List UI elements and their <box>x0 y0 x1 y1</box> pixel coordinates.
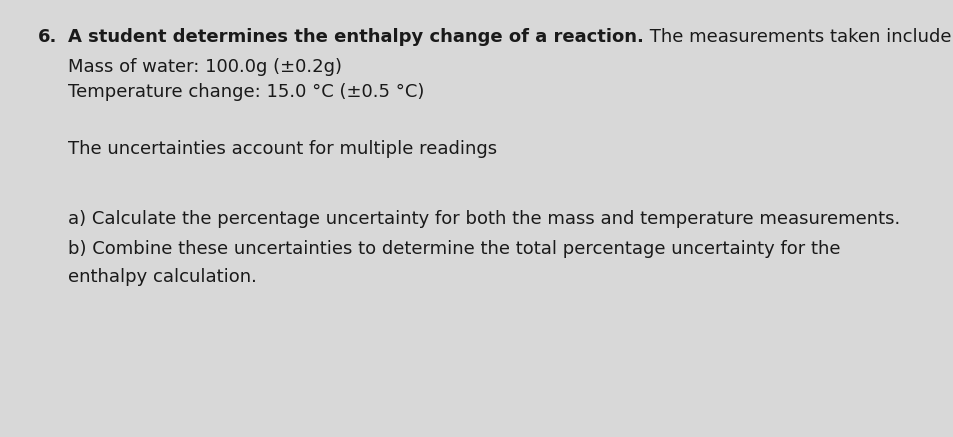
Text: enthalpy calculation.: enthalpy calculation. <box>68 268 256 286</box>
Text: b) Combine these uncertainties to determine the total percentage uncertainty for: b) Combine these uncertainties to determ… <box>68 240 840 258</box>
Text: A student determines the enthalpy change of a reaction.: A student determines the enthalpy change… <box>68 28 643 46</box>
Text: The uncertainties account for multiple readings: The uncertainties account for multiple r… <box>68 140 497 158</box>
Text: The measurements taken include:: The measurements taken include: <box>643 28 953 46</box>
Text: a) Calculate the percentage uncertainty for both the mass and temperature measur: a) Calculate the percentage uncertainty … <box>68 210 900 228</box>
Text: Temperature change: 15.0 °C (±0.5 °C): Temperature change: 15.0 °C (±0.5 °C) <box>68 83 424 101</box>
Text: 6.: 6. <box>38 28 57 46</box>
Text: Mass of water: 100.0g (±0.2g): Mass of water: 100.0g (±0.2g) <box>68 58 341 76</box>
